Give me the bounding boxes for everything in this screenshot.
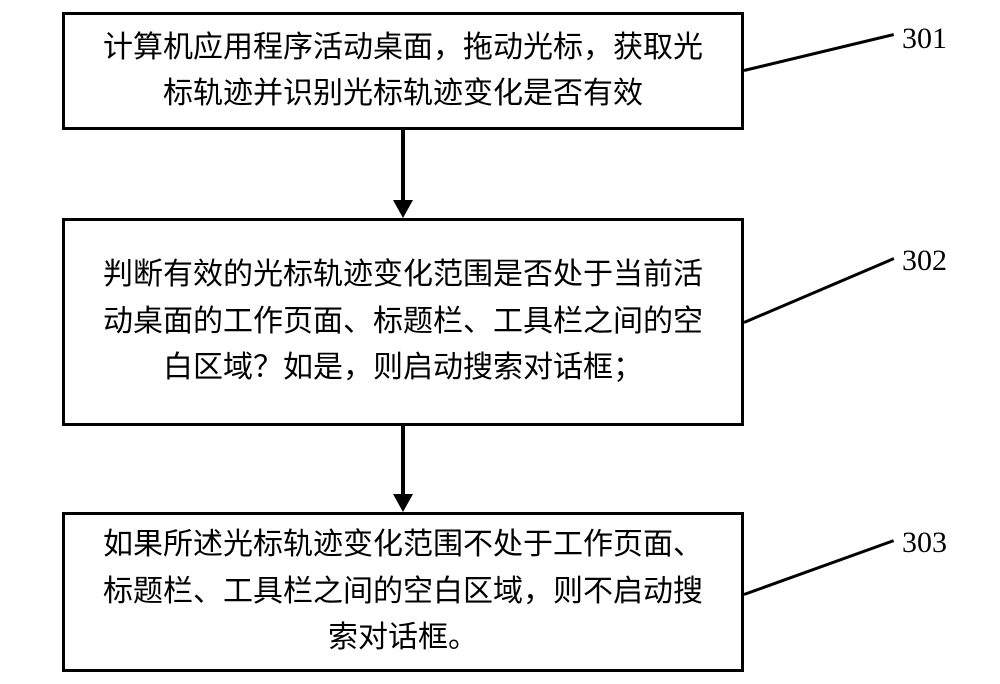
flow-node-2-text: 判断有效的光标轨迹变化范围是否处于当前活动桌面的工作页面、标题栏、工具栏之间的空… xyxy=(89,252,717,392)
edge-1-arrow xyxy=(393,200,413,218)
flow-node-3: 如果所述光标轨迹变化范围不处于工作页面、标题栏、工具栏之间的空白区域，则不启动搜… xyxy=(62,512,744,672)
step-label-1: 301 xyxy=(902,22,947,56)
leader-1 xyxy=(744,33,895,72)
edge-2-arrow xyxy=(393,494,413,512)
step-label-3: 303 xyxy=(902,526,947,560)
flow-node-1-text: 计算机应用程序活动桌面，拖动光标，获取光标轨迹并识别光标轨迹变化是否有效 xyxy=(89,25,717,118)
edge-2-shaft xyxy=(401,426,405,494)
flowchart-canvas: 计算机应用程序活动桌面，拖动光标，获取光标轨迹并识别光标轨迹变化是否有效 判断有… xyxy=(0,0,1000,684)
edge-1-shaft xyxy=(401,130,405,200)
leader-3 xyxy=(743,539,894,596)
flow-node-2: 判断有效的光标轨迹变化范围是否处于当前活动桌面的工作页面、标题栏、工具栏之间的空… xyxy=(62,218,744,426)
leader-2 xyxy=(743,257,894,324)
step-label-2: 302 xyxy=(902,244,947,278)
flow-node-1: 计算机应用程序活动桌面，拖动光标，获取光标轨迹并识别光标轨迹变化是否有效 xyxy=(62,12,744,130)
flow-node-3-text: 如果所述光标轨迹变化范围不处于工作页面、标题栏、工具栏之间的空白区域，则不启动搜… xyxy=(89,522,717,662)
